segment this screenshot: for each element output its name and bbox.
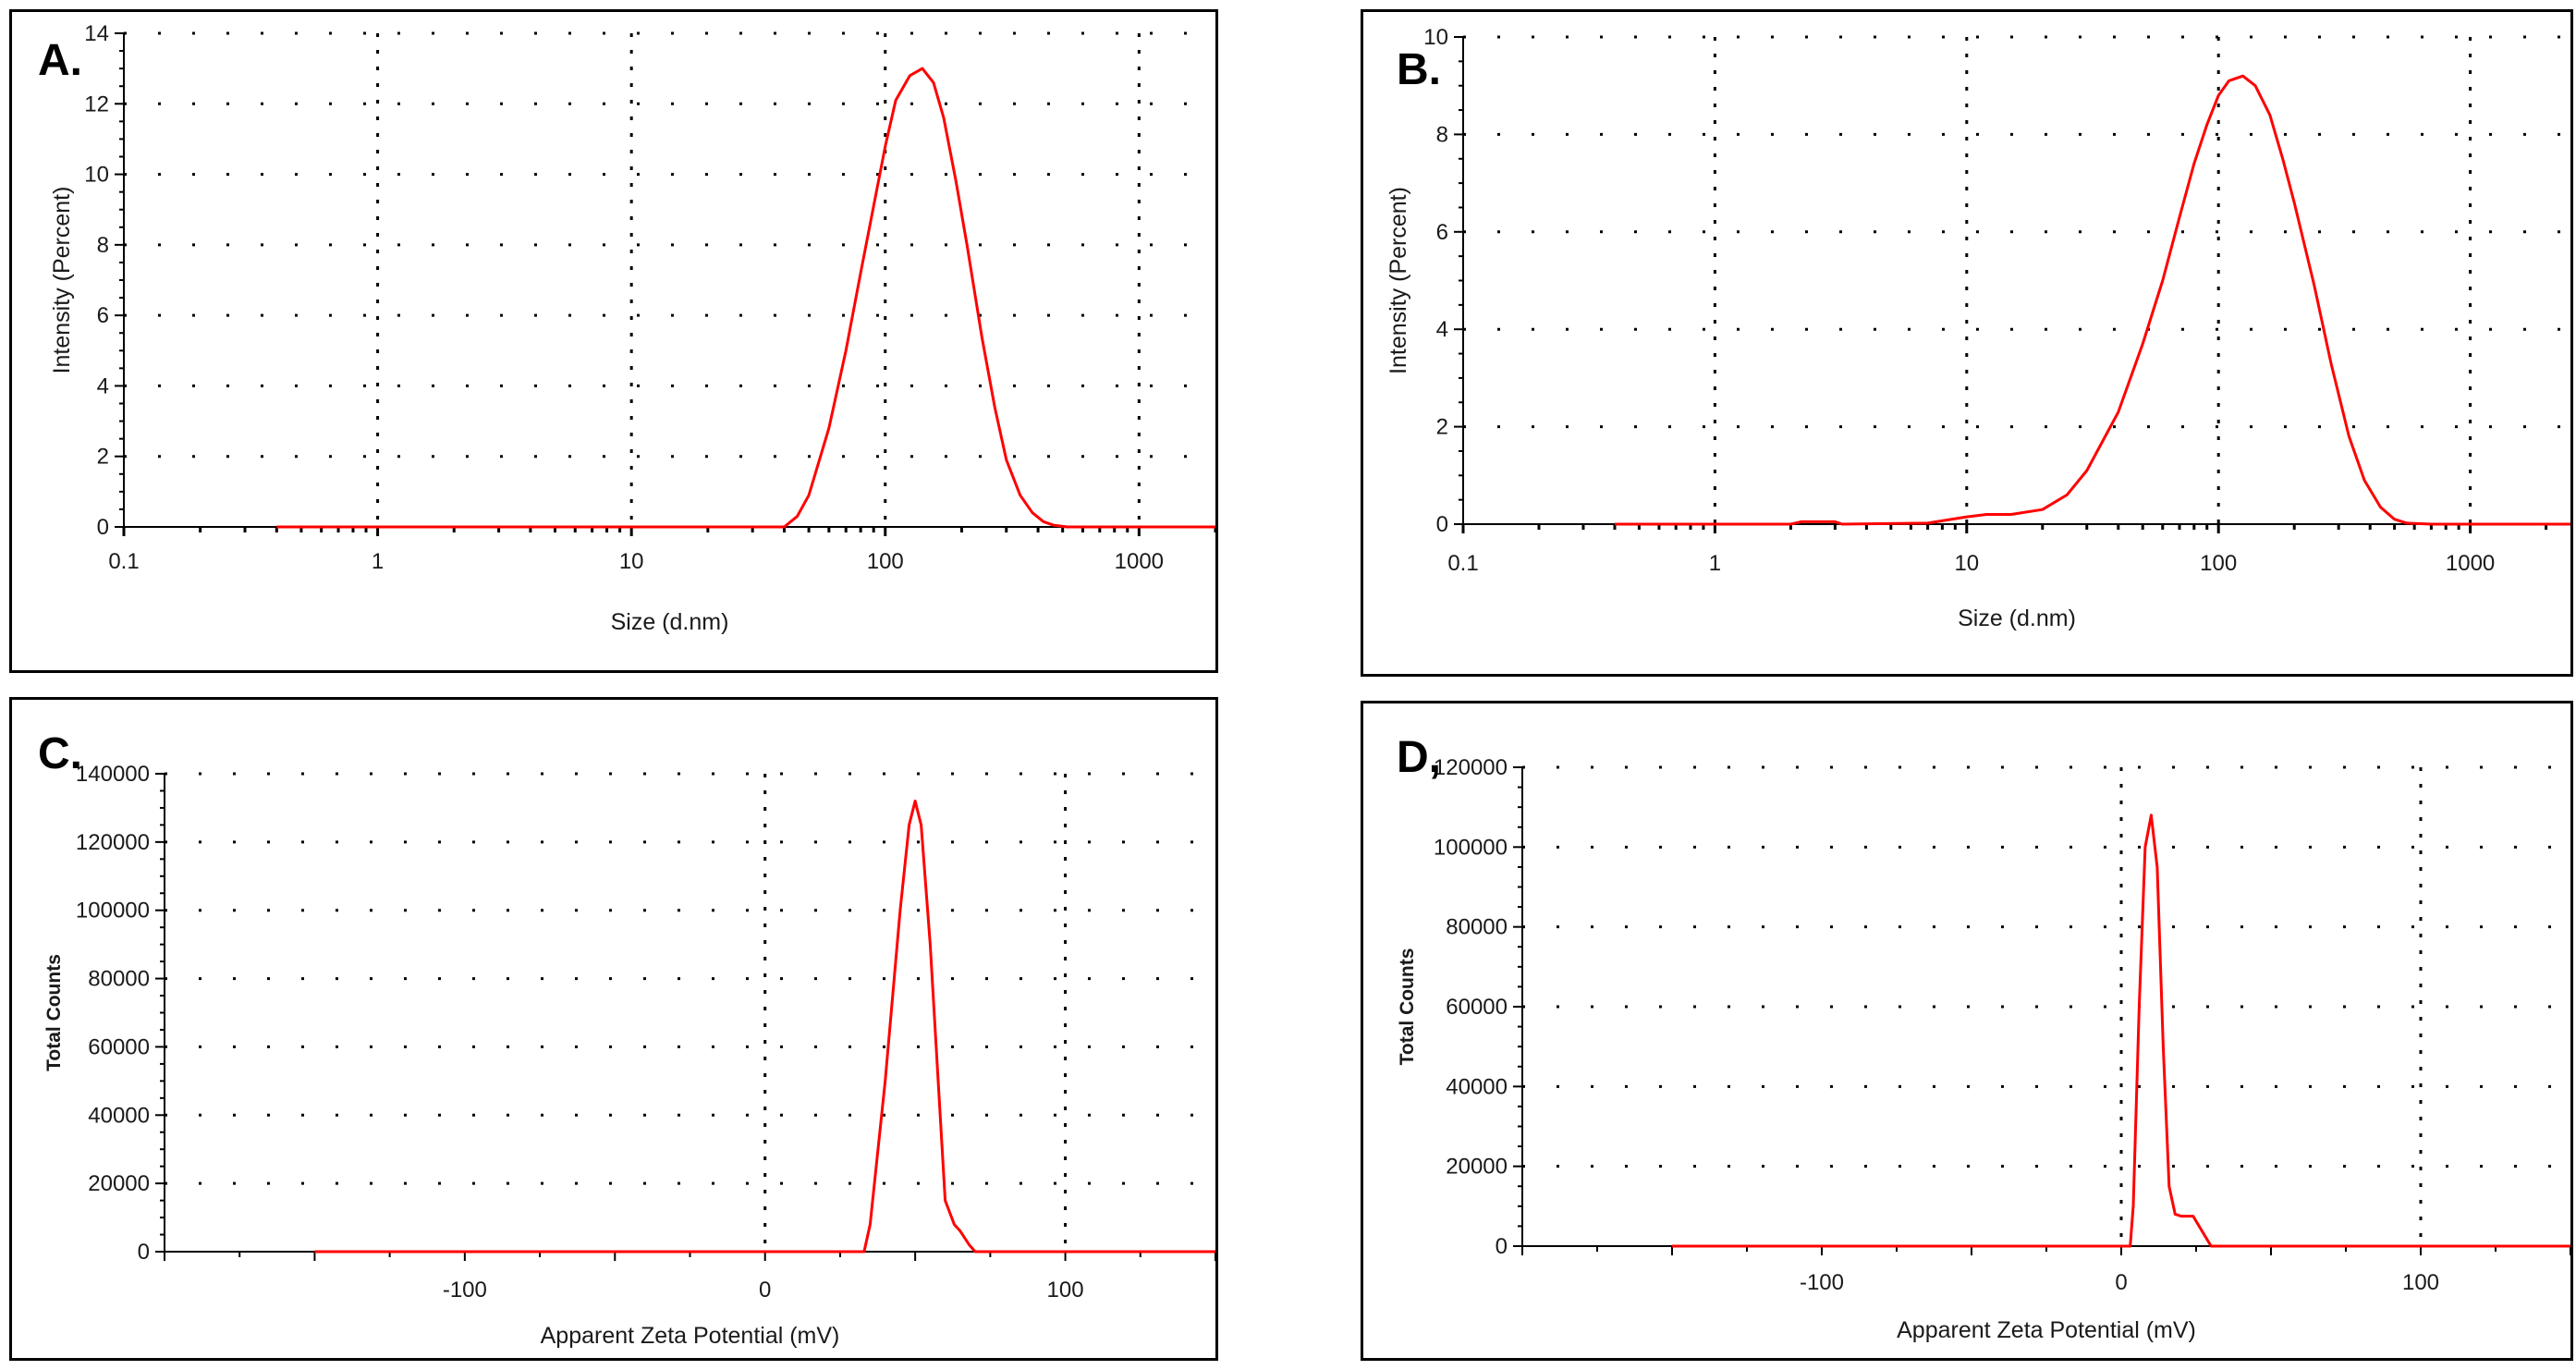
y-tick-label: 4 [1436,317,1448,342]
x-tick-label: 100 [2200,551,2237,576]
data-series-line [276,67,1215,529]
x-tick-label: 100 [2402,1270,2439,1295]
y-tick-label: 60000 [88,1034,150,1059]
y-axis-title: Intensity (Percent) [49,187,75,374]
x-axis-title: Size (d.nm) [611,609,729,635]
y-tick-label: 2 [1436,415,1448,440]
y-tick-label: 14 [84,21,109,46]
x-tick-label: 0.1 [108,549,139,574]
x-tick-label: 10 [1954,551,1979,576]
x-tick-label: 0 [2115,1270,2127,1295]
x-tick-label: 0.1 [1447,551,1478,576]
y-tick-label: 40000 [88,1103,150,1128]
y-tick-label: 8 [1436,122,1448,147]
panel-label: C. [38,729,82,778]
y-tick-label: 100000 [76,899,150,924]
x-tick-label: 1000 [1115,549,1164,574]
x-tick-label: 100 [867,549,904,574]
data-series-line [1672,813,2570,1248]
y-tick-label: 0 [97,515,109,540]
chart-b-svg: 0 2 4 6 8 10 0.1 1 10 100 1000 Size (d.nm) Intensity… [1386,25,2570,631]
y-tick-label: 4 [97,373,109,398]
x-axis-title: Apparent Zeta Potential (mV) [541,1323,840,1349]
y-tick-label: 20000 [88,1171,150,1196]
x-tick-label: 1 [372,549,384,574]
panel-a-size-distribution: 0 2 4 6 8 10 12 14 0.1 1 10 100 1000 Size (d.nm) Inten… [9,9,1218,673]
chart-d-svg: 0 20000 40000 60000 80000 100000 120000 -100 0 10… [1397,733,2570,1343]
panel-d-zeta-potential: 0 20000 40000 60000 80000 100000 120000 -100 0 10… [1361,701,2573,1361]
y-tick-label: 0 [138,1240,150,1265]
y-tick-label: 2 [97,445,109,470]
panel-c-zeta-potential: 0 20000 40000 60000 80000 100000 120000 140000 -… [9,697,1218,1361]
y-tick-label: 120000 [1434,755,1508,780]
y-axis-title: Total Counts [43,954,65,1071]
chart-c-svg: 0 20000 40000 60000 80000 100000 120000 140000 -… [38,729,1215,1349]
panel-label: D, [1397,733,1441,782]
panel-b-size-distribution: 0 2 4 6 8 10 0.1 1 10 100 1000 Size (d.nm) Intensity… [1361,9,2573,677]
y-tick-label: 80000 [88,967,150,992]
y-tick-label: 40000 [1446,1074,1508,1099]
x-tick-label: -100 [1800,1270,1844,1295]
y-axis-title: Total Counts [1397,948,1418,1066]
data-series-line [314,800,1215,1254]
y-tick-label: 6 [1436,220,1448,245]
panel-label: B. [1397,45,1441,94]
x-tick-label: 100 [1047,1278,1084,1303]
y-tick-label: 6 [97,303,109,328]
y-tick-label: 80000 [1446,915,1508,940]
y-tick-label: 0 [1496,1234,1508,1259]
y-tick-label: 0 [1436,512,1448,537]
chart-a-svg: 0 2 4 6 8 10 12 14 0.1 1 10 100 1000 Size (d.nm) Inten… [38,21,1215,635]
y-tick-label: 12 [84,92,109,116]
data-series-line [1615,74,2570,526]
y-tick-label: 60000 [1446,995,1508,1020]
y-tick-label: 10 [84,163,109,188]
y-tick-label: 100000 [1434,835,1508,860]
y-tick-label: 8 [97,233,109,258]
y-axis-title: Intensity (Percent) [1386,187,1411,374]
x-tick-label: 0 [759,1278,771,1303]
x-axis-title: Apparent Zeta Potential (mV) [1897,1317,2196,1343]
y-tick-label: 20000 [1446,1155,1508,1180]
x-axis-title: Size (d.nm) [1958,605,2076,631]
x-tick-label: 1000 [2446,551,2495,576]
x-tick-label: -100 [443,1278,487,1303]
y-tick-label: 140000 [76,762,150,787]
x-tick-label: 10 [619,549,644,574]
y-tick-label: 120000 [76,830,150,855]
x-tick-label: 1 [1709,551,1721,576]
panel-label: A. [38,36,82,85]
y-tick-label: 10 [1423,25,1448,50]
